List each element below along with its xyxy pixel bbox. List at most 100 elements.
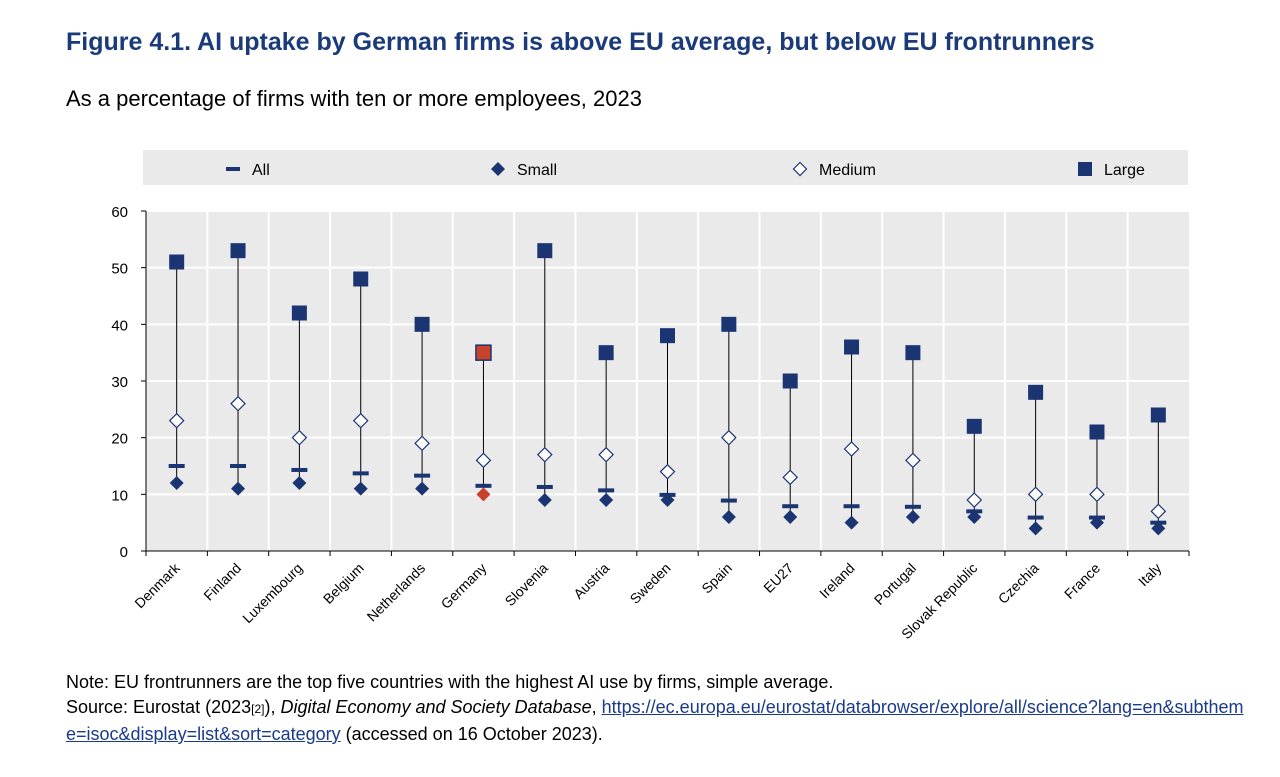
point-medium [905, 452, 921, 469]
point-large [1150, 407, 1166, 423]
point-small [231, 481, 246, 496]
point-small [783, 510, 798, 524]
legend-marker-square-icon [1078, 162, 1092, 176]
point-medium [1089, 486, 1105, 503]
point-all [720, 498, 737, 503]
legend-marker-dash-icon [226, 167, 240, 171]
category-group-belgium [352, 271, 369, 496]
point-small [1028, 521, 1043, 536]
point-large [905, 345, 921, 361]
point-small [721, 510, 736, 524]
point-small [292, 476, 307, 490]
y-tick-label: 20 [111, 431, 128, 448]
point-medium [966, 492, 983, 508]
category-group-netherlands [414, 316, 431, 496]
point-medium [291, 429, 308, 446]
x-tick-label: Spain [698, 560, 735, 597]
x-tick-label: Finland [200, 560, 244, 604]
x-tick-label: Luxembourg [239, 560, 305, 626]
x-tick-label: Netherlands [364, 560, 429, 625]
point-medium [598, 446, 614, 463]
category-group-france [1088, 424, 1105, 530]
point-all [904, 504, 921, 509]
point-large [966, 418, 982, 434]
x-tick-label: Ireland [816, 560, 858, 602]
point-all [536, 484, 553, 489]
x-tick-label: Portugal [871, 560, 919, 608]
legend-background [143, 150, 1188, 185]
point-all [352, 471, 369, 476]
point-small [1089, 515, 1104, 530]
x-tick-label: Germany [438, 560, 490, 612]
x-tick-label: Italy [1135, 560, 1164, 589]
category-group-luxembourg [291, 305, 308, 490]
y-tick-label: 40 [111, 317, 128, 334]
point-all [291, 467, 308, 472]
point-medium [1027, 486, 1044, 503]
category-group-germany [475, 344, 492, 502]
figure-title: Figure 4.1. AI uptake by German firms is… [66, 28, 1095, 56]
point-large [169, 254, 185, 270]
point-small [1151, 521, 1166, 536]
point-all [1027, 515, 1044, 520]
legend-item-all: All [226, 162, 270, 179]
x-tick-label: Slovenia [502, 560, 551, 609]
point-medium [414, 435, 430, 452]
point-medium [1150, 503, 1167, 520]
point-large [353, 271, 369, 287]
figure-notes: Note: EU frontrunners are the top five c… [66, 670, 1246, 747]
dot-plot-chart: All Small Medium Large 0 10 20 30 40 50 60 Denmark… [111, 150, 1190, 642]
legend-item-small: Small [491, 162, 557, 179]
category-group-czechia [1027, 384, 1044, 536]
source-comma: , [591, 697, 602, 717]
y-tick-label: 0 [120, 544, 128, 561]
category-group-ireland [843, 339, 860, 530]
y-tick-label: 50 [111, 261, 128, 278]
point-all [168, 464, 185, 468]
category-group-spain [720, 316, 737, 524]
point-large [230, 243, 246, 259]
point-small [660, 493, 675, 507]
point-all [475, 483, 492, 488]
source-reference: [2] [251, 702, 265, 716]
category-group-denmark [168, 254, 185, 490]
note-text: Note: EU frontrunners are the top five c… [66, 672, 834, 692]
point-medium [659, 463, 676, 480]
chart-legend: All Small Medium Large [143, 150, 1188, 185]
point-small [415, 481, 430, 496]
source-link[interactable]: https://ec.europa.eu/eurostat/databrowse… [66, 697, 1244, 744]
figure-subtitle: As a percentage of firms with ten or mor… [66, 86, 642, 111]
point-medium [536, 446, 553, 463]
point-small [599, 493, 614, 507]
category-group-slovenia [536, 243, 553, 507]
point-small [476, 487, 491, 502]
legend-label: All [252, 162, 270, 179]
category-group-portugal [904, 345, 921, 524]
point-medium [352, 412, 369, 429]
point-medium [230, 395, 246, 412]
x-tick-label: Austria [570, 560, 612, 602]
source-text: Source: Eurostat (2023[2]), Digital Econ… [66, 695, 1246, 747]
category-group-austria [598, 345, 615, 507]
point-small [905, 510, 920, 524]
y-tick-label: 30 [111, 374, 128, 391]
point-small [537, 493, 552, 507]
legend-label: Small [517, 162, 557, 179]
point-all [843, 504, 860, 509]
legend-item-large: Large [1078, 162, 1145, 179]
point-small [169, 476, 184, 490]
x-tick-label: Belgium [320, 560, 367, 607]
point-large [721, 316, 737, 332]
point-medium [782, 469, 799, 486]
point-small [967, 510, 982, 524]
point-large [1089, 424, 1105, 440]
point-large [660, 328, 675, 344]
point-large [782, 373, 798, 389]
point-all [230, 464, 247, 468]
source-database: Digital Economy and Society Database [280, 697, 592, 717]
source-prefix: Source: Eurostat (2023 [66, 697, 252, 717]
x-tick-label: EU27 [760, 560, 796, 596]
point-small [353, 481, 368, 496]
legend-item-medium: Medium [792, 161, 876, 179]
